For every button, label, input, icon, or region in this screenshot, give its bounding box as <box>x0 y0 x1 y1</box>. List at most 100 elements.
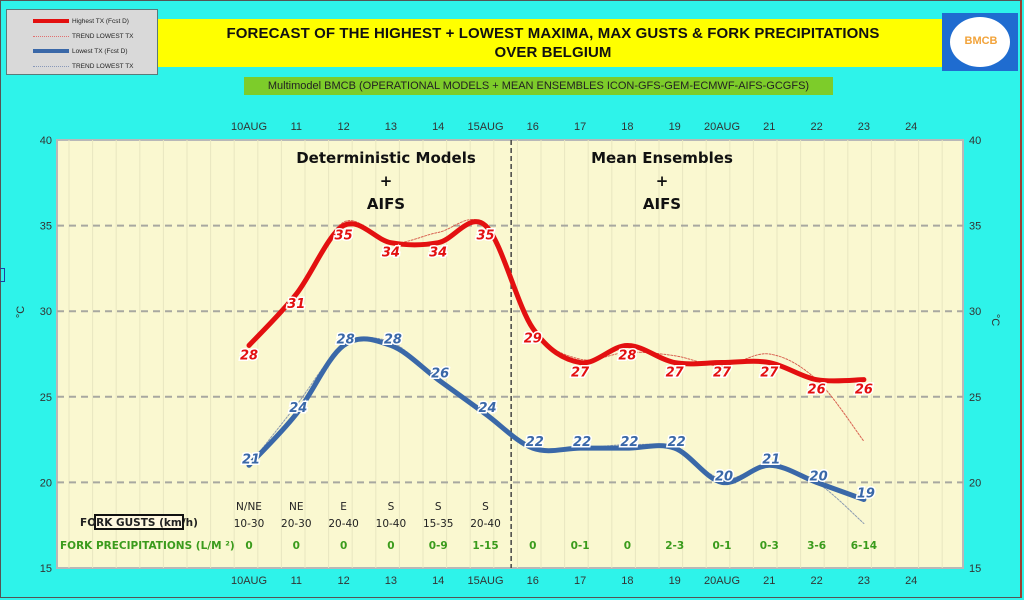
data-label-highest: 27 <box>760 366 779 381</box>
precip-value: 1-15 <box>472 540 498 552</box>
y-tick-label-left: 20 <box>40 477 52 489</box>
x-tick-label-bottom: 23 <box>858 575 870 587</box>
region-annotation: Mean Ensembles <box>591 149 733 167</box>
gust-range: 10-30 <box>234 518 265 530</box>
plot-area <box>56 139 964 569</box>
x-tick-label-bottom: 14 <box>432 575 444 587</box>
precip-value: 0 <box>340 540 347 552</box>
data-label-lowest: 22 <box>526 435 544 450</box>
x-tick-label-top: 11 <box>291 121 302 133</box>
data-label-lowest: 22 <box>668 435 686 450</box>
legend: Highest TX (Fcst D) TREND LOWEST TX Lowe… <box>6 9 158 75</box>
region-annotation: + <box>380 172 393 190</box>
data-label-highest: 29 <box>524 331 542 346</box>
precip-value: 3-6 <box>807 540 826 552</box>
data-label-highest: 27 <box>666 366 685 381</box>
data-label-lowest: 28 <box>337 332 355 347</box>
x-tick-label-top: 13 <box>385 121 397 133</box>
data-label-highest: 27 <box>713 366 732 381</box>
gust-range: 20-30 <box>281 518 312 530</box>
edge-marker <box>0 268 5 282</box>
data-label-lowest: 22 <box>573 435 591 450</box>
y-tick-label-right: 20 <box>969 477 981 489</box>
data-label-lowest: 20 <box>715 469 733 484</box>
legend-item-trend-highest: TREND LOWEST TX <box>7 29 134 43</box>
gust-range: 20-40 <box>328 518 359 530</box>
y-tick-label-left: 40 <box>40 135 52 147</box>
precip-label: FORK PRECIPITATIONS (L/M ²) <box>60 540 235 552</box>
chart-subtitle: Multimodel BMCB (OPERATIONAL MODELS + ME… <box>244 77 833 95</box>
legend-label: Highest TX (Fcst D) <box>72 17 129 25</box>
region-annotation: AIFS <box>643 195 681 213</box>
data-label-highest: 26 <box>808 383 826 398</box>
precip-value: 0 <box>529 540 536 552</box>
x-tick-label-top: 10AUG <box>231 121 267 133</box>
region-annotation: + <box>656 172 669 190</box>
legend-swatch <box>33 65 69 67</box>
x-tick-label-bottom: 12 <box>337 575 349 587</box>
data-label-highest: 35 <box>335 229 353 244</box>
data-label-lowest: 24 <box>289 401 307 416</box>
precip-value: 0-1 <box>571 540 590 552</box>
x-tick-label-bottom: 24 <box>905 575 917 587</box>
gust-range: 15-35 <box>423 518 454 530</box>
x-tick-label-bottom: 11 <box>291 575 302 587</box>
x-tick-label-top: 24 <box>905 121 917 133</box>
legend-label: TREND LOWEST TX <box>72 32 134 40</box>
precip-value: 6-14 <box>851 540 877 552</box>
x-tick-label-bottom: 18 <box>621 575 633 587</box>
data-label-highest: 35 <box>476 229 494 244</box>
x-tick-label-top: 20AUG <box>704 121 740 133</box>
data-label-lowest: 28 <box>384 332 402 347</box>
precip-value: 0 <box>624 540 631 552</box>
legend-item-lowest: Lowest TX (Fcst D) <box>7 44 128 58</box>
gust-range: 20-40 <box>470 518 501 530</box>
data-label-lowest: 19 <box>857 487 875 502</box>
y-tick-label-left: 35 <box>40 221 52 233</box>
x-tick-label-top: 15AUG <box>467 121 503 133</box>
y-tick-label-right: 25 <box>969 392 981 404</box>
precip-value: 0-3 <box>760 540 779 552</box>
region-annotation: Deterministic Models <box>296 149 476 167</box>
precip-value: 0 <box>293 540 300 552</box>
title-line-1: FORECAST OF THE HIGHEST + LOWEST MAXIMA,… <box>226 25 880 42</box>
gust-direction: N/NE <box>236 501 262 513</box>
x-tick-label-top: 21 <box>763 121 775 133</box>
precip-value: 0 <box>245 540 252 552</box>
x-tick-label-bottom: 17 <box>574 575 586 587</box>
data-label-highest: 34 <box>429 246 447 261</box>
gust-direction: NE <box>289 501 304 513</box>
x-tick-label-bottom: 20AUG <box>704 575 740 587</box>
y-tick-label-right: 15 <box>969 563 981 575</box>
gust-range: 10-40 <box>376 518 407 530</box>
precip-value: 2-3 <box>665 540 684 552</box>
x-tick-label-top: 14 <box>432 121 444 133</box>
region-annotation: AIFS <box>367 195 405 213</box>
gust-direction: S <box>482 501 489 513</box>
precip-value: 0 <box>387 540 394 552</box>
data-label-highest: 28 <box>240 348 258 363</box>
x-tick-label-bottom: 13 <box>385 575 397 587</box>
legend-swatch <box>33 35 69 37</box>
bmcb-logo: BMCB <box>942 13 1018 71</box>
y-tick-label-left: 25 <box>40 392 52 404</box>
x-tick-label-top: 19 <box>669 121 681 133</box>
data-label-highest: 34 <box>382 246 400 261</box>
y-axis-label-left: °C <box>15 306 27 318</box>
title-line-2: OVER BELGIUM <box>494 44 612 61</box>
x-tick-label-bottom: 15AUG <box>467 575 503 587</box>
gust-direction: E <box>340 501 347 513</box>
data-label-highest: 27 <box>571 366 590 381</box>
x-tick-label-top: 23 <box>858 121 870 133</box>
x-tick-label-bottom: 19 <box>669 575 681 587</box>
y-tick-label-right: 35 <box>969 221 981 233</box>
x-tick-label-top: 16 <box>527 121 539 133</box>
legend-swatch <box>33 19 69 23</box>
legend-swatch <box>33 49 69 53</box>
data-label-highest: 31 <box>287 297 305 312</box>
chart-title: FORECAST OF THE HIGHEST + LOWEST MAXIMA,… <box>158 19 948 67</box>
legend-item-highest: Highest TX (Fcst D) <box>7 14 129 28</box>
legend-item-trend-lowest: TREND LOWEST TX <box>7 59 134 73</box>
x-tick-label-top: 18 <box>621 121 633 133</box>
